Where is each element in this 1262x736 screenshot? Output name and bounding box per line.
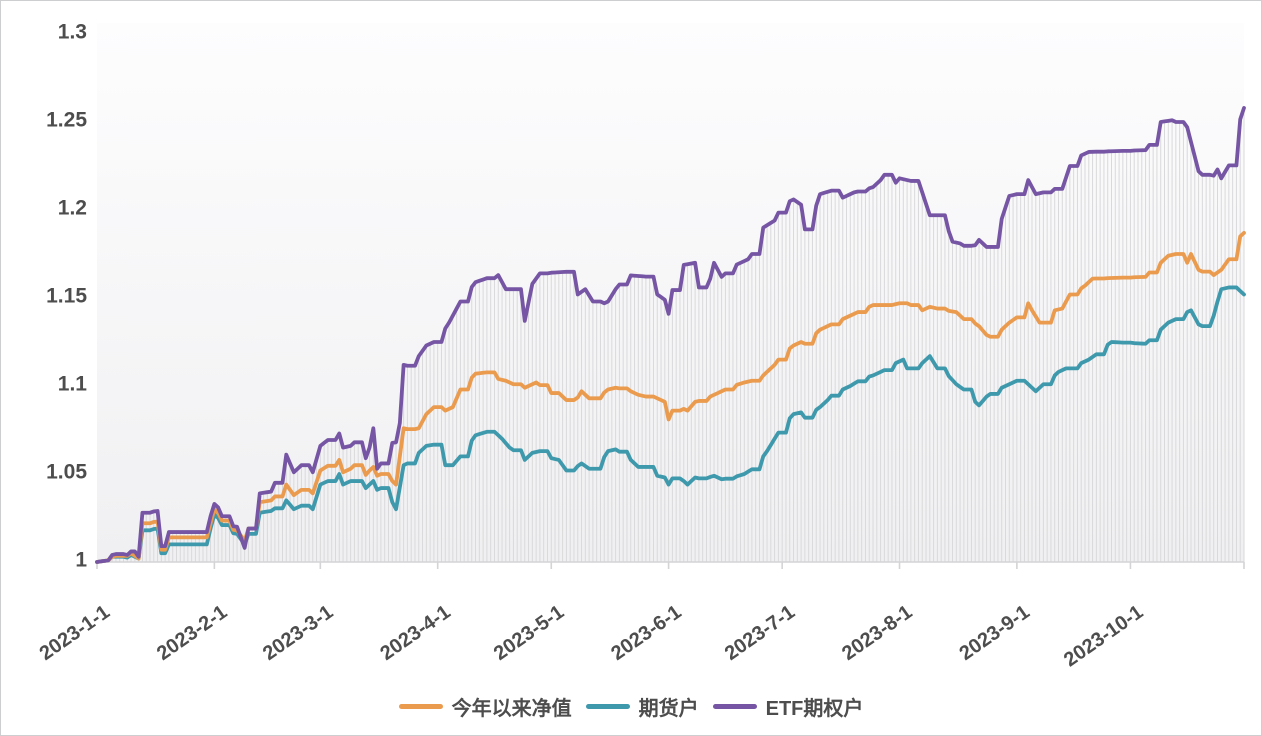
futures-line-swatch [585,704,630,709]
legend-item-futures[interactable]: 期货户 [585,692,699,721]
y-tick-label: 1.25 [46,109,87,132]
y-tick-label: 1.3 [58,21,87,44]
drop-lines [100,107,1245,562]
series-line [95,285,1246,564]
y-tick-label: 1.15 [46,285,87,308]
x-tick-label: 2023-8-1 [838,601,916,665]
y-tick-label: 1.05 [46,461,87,484]
etf-options-line-swatch [712,704,757,709]
series-line [95,106,1246,564]
ytd-line-swatch [398,704,443,709]
y-axis-labels: 1 1.05 1.1 1.15 1.2 1.25 1.3 [46,21,87,572]
x-tick-label: 2023-10-1 [1060,601,1147,671]
x-tick-label: 2023-7-1 [721,601,799,665]
x-tick-label: 2023-9-1 [956,601,1034,665]
chart-legend: 今年以来净值 期货户 ETF期权户 [1,692,1261,721]
x-tick-label: 2023-5-1 [490,601,568,665]
x-axis-ticks [96,562,1245,569]
etf-options-legend-label: ETF期权户 [765,698,864,720]
series-line [95,230,1246,564]
y-tick-label: 1 [75,549,87,572]
legend-item-ytd[interactable]: 今年以来净值 [398,692,572,721]
x-tick-label: 2023-2-1 [153,601,231,665]
x-tick-label: 2023-3-1 [259,601,337,665]
y-tick-label: 1.1 [58,373,88,396]
x-tick-label: 2023-6-1 [607,601,685,665]
x-axis-labels: 2023-1-1 2023-2-1 2023-3-1 2023-4-1 2023-5-1… [36,601,1148,671]
futures-legend-label: 期货户 [638,698,699,720]
x-tick-label: 2023-4-1 [376,601,454,665]
y-tick-label: 1.2 [58,197,87,220]
ytd-legend-label: 今年以来净值 [451,698,572,720]
legend-item-etf-options[interactable]: ETF期权户 [712,692,864,721]
x-tick-label: 2023-1-1 [36,601,114,665]
